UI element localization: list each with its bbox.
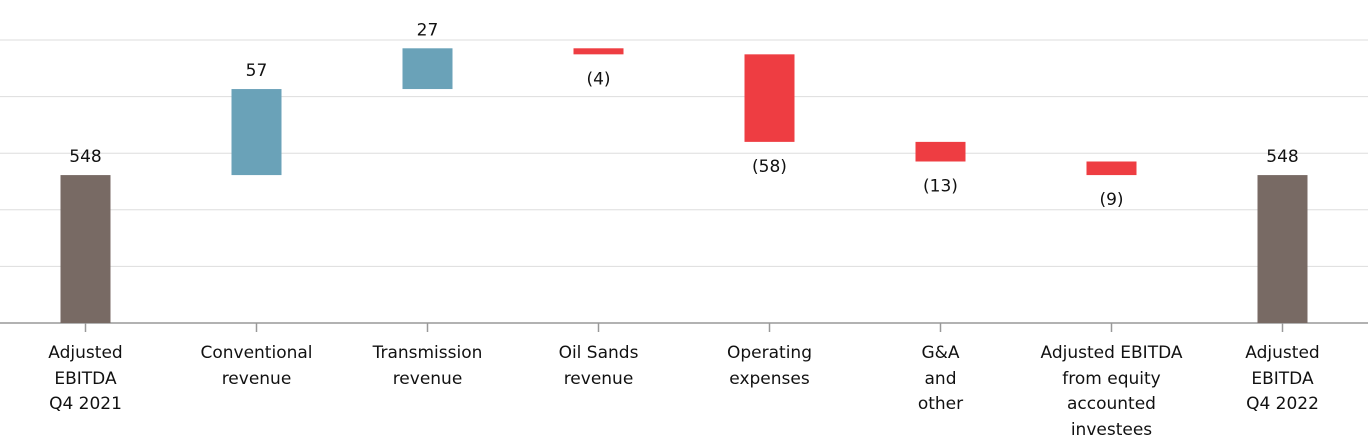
value-label: (4): [586, 69, 610, 89]
bar: [1086, 161, 1137, 176]
bar: [915, 141, 966, 162]
x-tick-label: Conventional revenue: [200, 343, 313, 389]
bar: [60, 175, 111, 323]
x-tick-label: Oil Sands revenue: [558, 343, 639, 389]
value-label: (58): [752, 157, 787, 177]
bar: [231, 89, 282, 176]
x-tick-label: Transmission revenue: [372, 343, 483, 389]
bar: [573, 48, 624, 55]
value-label: 548: [69, 147, 101, 167]
x-tick-label: G&A and other: [917, 343, 964, 414]
bar: [744, 54, 795, 142]
bar: [402, 48, 453, 90]
value-label: (9): [1099, 190, 1123, 210]
value-label: 27: [417, 20, 439, 40]
value-label: 57: [246, 61, 268, 81]
x-tick-label: Adjusted EBITDA Q4 2021: [48, 343, 123, 414]
x-tick-label: Operating expenses: [727, 343, 812, 389]
value-label: (13): [923, 177, 958, 197]
x-tick-label: Adjusted EBITDA from equity accounted in…: [1040, 343, 1183, 440]
bar: [1257, 175, 1308, 323]
value-label: 548: [1266, 147, 1298, 167]
x-tick-label: Adjusted EBITDA Q4 2022: [1245, 343, 1320, 414]
